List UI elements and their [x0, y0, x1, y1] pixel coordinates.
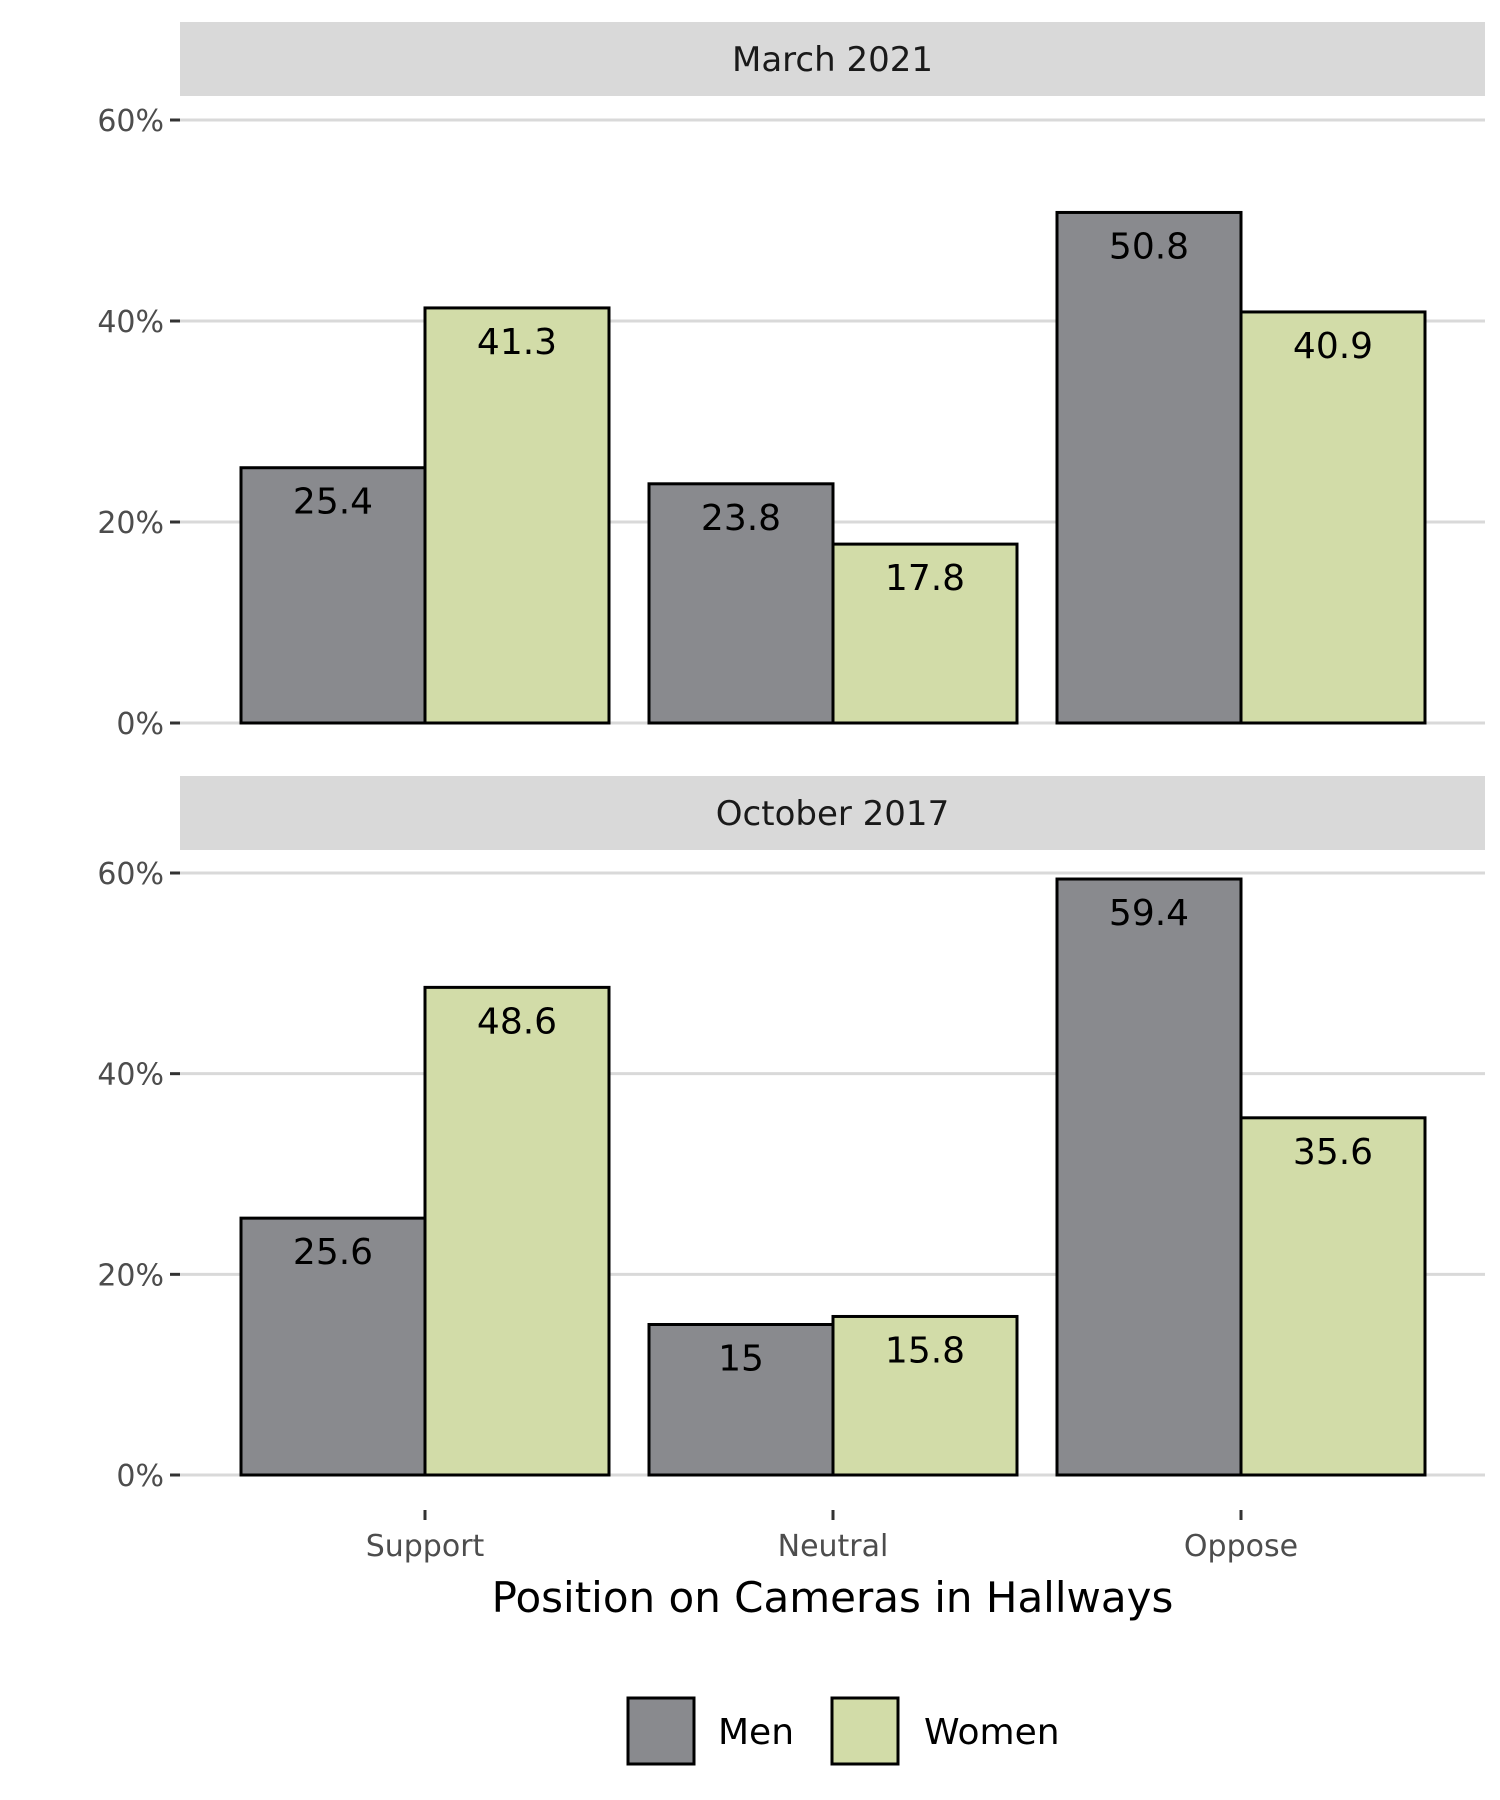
legend-key-women	[830, 1696, 900, 1766]
y-tick-label: 0%	[116, 1459, 164, 1494]
bar-women-oppose	[1239, 1116, 1427, 1477]
bar-value-label: 15	[718, 1339, 764, 1380]
bar-value-label: 15.8	[885, 1330, 965, 1371]
y-tick-label: 20%	[97, 506, 164, 541]
x-tick-label: Neutral	[778, 1529, 889, 1564]
y-tick-label: 40%	[97, 1058, 164, 1093]
bar-value-label: 40.9	[1293, 326, 1373, 367]
bar-men-neutral	[647, 1323, 835, 1477]
bar-value-label: 48.6	[477, 1001, 557, 1042]
facet-panel: March 2021 0% 20% 40% 60% 25.4 23.8 50.8 41.3 17.…	[97, 22, 1485, 742]
legend-label: Women	[924, 1712, 1060, 1753]
bar-value-label: 50.8	[1109, 226, 1189, 267]
bar-women-support	[423, 985, 611, 1477]
bar-women-neutral	[831, 542, 1019, 725]
bar-value-label: 59.4	[1109, 893, 1189, 934]
bar-women-oppose	[1239, 310, 1427, 725]
bar-men-support	[239, 1216, 427, 1477]
legend-key-men	[626, 1696, 696, 1766]
bar-women-neutral	[831, 1314, 1019, 1477]
bar-men-neutral	[647, 482, 835, 725]
bar-value-label: 17.8	[885, 558, 965, 599]
bar-value-label: 41.3	[477, 322, 557, 363]
facet-title: March 2021	[732, 40, 933, 80]
bar-value-label: 25.4	[293, 482, 373, 523]
facet-title: October 2017	[716, 794, 949, 834]
bar-value-label: 35.6	[1293, 1132, 1373, 1173]
y-tick-label: 20%	[97, 1258, 164, 1293]
facet-panel: October 2017 0% 20% 40% 60% 25.6 15 59.4 48.6 15.…	[97, 776, 1485, 1494]
facet-strip	[180, 776, 1485, 850]
legend: Men Women	[626, 1696, 1060, 1766]
facet-strip	[180, 22, 1485, 96]
legend-label: Men	[718, 1712, 794, 1753]
bar-men-support	[239, 466, 427, 725]
y-tick-label: 40%	[97, 305, 164, 340]
bar-value-label: 25.6	[293, 1232, 373, 1273]
y-tick-label: 60%	[97, 104, 164, 139]
bar-value-label: 23.8	[701, 498, 781, 539]
bar-men-oppose	[1055, 877, 1243, 1477]
x-axis-title: Position on Cameras in Hallways	[492, 1573, 1174, 1622]
bar-women-support	[423, 306, 611, 725]
y-tick-label: 0%	[116, 707, 164, 742]
x-tick-label: Support	[366, 1529, 485, 1564]
bar-men-oppose	[1055, 210, 1243, 725]
y-tick-label: 60%	[97, 857, 164, 892]
x-tick-label: Oppose	[1184, 1529, 1298, 1564]
